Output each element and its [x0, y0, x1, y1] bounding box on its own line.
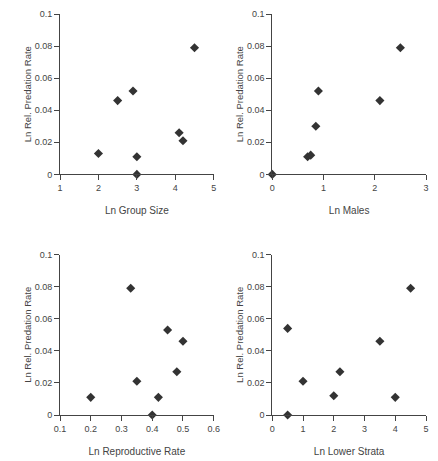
svg-text:0: 0 [47, 410, 52, 420]
svg-text:1: 1 [301, 424, 306, 434]
svg-text:0.6: 0.6 [207, 424, 220, 434]
svg-text:Ln Rel. Predation Rate: Ln Rel. Predation Rate [22, 287, 33, 383]
svg-text:0.1: 0.1 [252, 250, 265, 260]
svg-text:0.08: 0.08 [35, 41, 53, 51]
svg-text:3: 3 [362, 424, 367, 434]
svg-text:0.06: 0.06 [247, 314, 265, 324]
svg-text:Ln Group Size: Ln Group Size [105, 205, 169, 216]
svg-text:0.04: 0.04 [35, 346, 53, 356]
svg-text:5: 5 [423, 424, 428, 434]
svg-text:0.3: 0.3 [115, 424, 128, 434]
svg-text:Ln Rel. Predation Rate: Ln Rel. Predation Rate [234, 46, 245, 142]
svg-text:4: 4 [393, 424, 398, 434]
svg-text:2: 2 [372, 183, 377, 193]
svg-text:3: 3 [423, 183, 428, 193]
svg-text:0.04: 0.04 [35, 105, 53, 115]
svg-text:Ln Lower Strata: Ln Lower Strata [314, 446, 385, 457]
svg-text:5: 5 [211, 183, 216, 193]
svg-text:1: 1 [321, 183, 326, 193]
svg-text:0.02: 0.02 [35, 378, 53, 388]
svg-text:0.5: 0.5 [177, 424, 190, 434]
svg-text:Ln Rel. Predation Rate: Ln Rel. Predation Rate [234, 287, 245, 383]
svg-text:0.04: 0.04 [247, 346, 265, 356]
svg-text:0.06: 0.06 [35, 314, 53, 324]
svg-text:0.02: 0.02 [35, 137, 53, 147]
svg-text:Ln Males: Ln Males [329, 205, 370, 216]
svg-text:0.4: 0.4 [146, 424, 159, 434]
svg-text:4: 4 [173, 183, 178, 193]
svg-text:0.08: 0.08 [247, 41, 265, 51]
svg-text:0.02: 0.02 [247, 137, 265, 147]
svg-text:0.06: 0.06 [35, 73, 53, 83]
svg-text:0.2: 0.2 [84, 424, 97, 434]
svg-text:0.04: 0.04 [247, 105, 265, 115]
svg-text:3: 3 [134, 183, 139, 193]
svg-text:0.08: 0.08 [247, 282, 265, 292]
svg-text:0.06: 0.06 [247, 73, 265, 83]
svg-text:Ln Rel. Predation Rate: Ln Rel. Predation Rate [22, 46, 33, 142]
svg-text:2: 2 [96, 183, 101, 193]
svg-text:0.02: 0.02 [247, 378, 265, 388]
svg-text:0: 0 [47, 170, 52, 180]
svg-text:0: 0 [259, 410, 264, 420]
svg-text:0.1: 0.1 [40, 9, 53, 19]
svg-text:0.08: 0.08 [35, 282, 53, 292]
svg-text:0.1: 0.1 [54, 424, 67, 434]
svg-text:Ln Reproductive Rate: Ln Reproductive Rate [88, 446, 185, 457]
svg-text:1: 1 [57, 183, 62, 193]
svg-text:0.1: 0.1 [40, 250, 53, 260]
svg-text:0: 0 [259, 170, 264, 180]
svg-text:0.1: 0.1 [252, 9, 265, 19]
svg-text:2: 2 [331, 424, 336, 434]
svg-text:0: 0 [270, 424, 275, 434]
svg-text:0: 0 [270, 183, 275, 193]
